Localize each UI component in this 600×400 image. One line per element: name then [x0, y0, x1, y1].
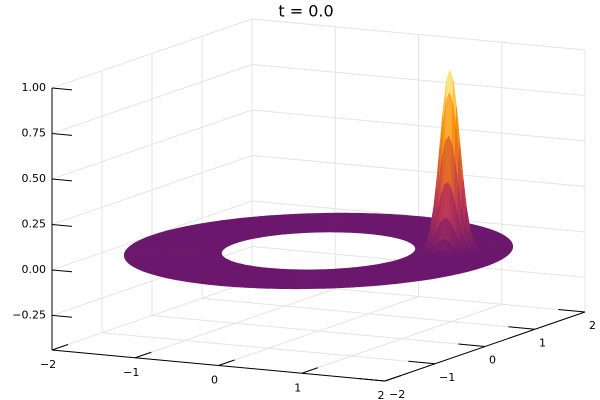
surface-cell — [315, 231, 320, 233]
grid-line — [251, 154, 586, 187]
grid-line — [51, 154, 253, 225]
grid — [51, 18, 586, 382]
surface-cell — [318, 231, 323, 233]
chart-title: t = 0.0 — [278, 2, 333, 21]
grid-line — [251, 109, 586, 142]
grid-line — [251, 18, 586, 51]
surface — [123, 69, 514, 290]
surface-cell — [321, 231, 326, 233]
grid-line — [51, 18, 253, 89]
grid-line — [201, 297, 536, 330]
grid-line — [51, 109, 253, 180]
grid-line — [51, 64, 253, 134]
grid-line — [151, 315, 486, 347]
grid-line — [251, 63, 586, 96]
grid-line — [101, 332, 436, 365]
surface-cell — [324, 231, 330, 233]
